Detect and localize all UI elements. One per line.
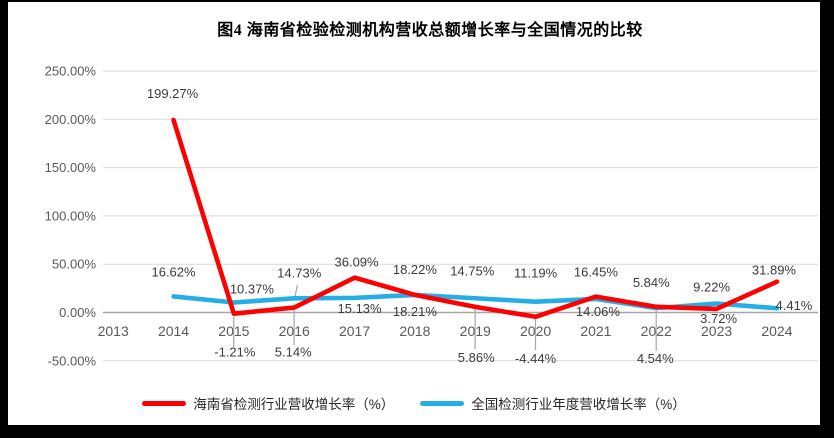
y-tick-label: 100.00% <box>45 208 97 223</box>
legend-item-hainan: 海南省检测行业营收增长率（%） <box>142 393 394 413</box>
legend-label-hainan: 海南省检测行业营收增长率（%） <box>193 397 395 412</box>
x-tick-label: 2018 <box>399 323 430 339</box>
label-leader-line <box>294 284 299 298</box>
data-label: 3.72% <box>700 311 737 326</box>
y-tick-label: 250.00% <box>45 64 97 79</box>
y-tick-label: 200.00% <box>45 112 97 127</box>
x-tick-label: 2024 <box>761 323 792 339</box>
y-tick-label: 150.00% <box>45 160 97 175</box>
data-label: 11.19% <box>514 266 558 281</box>
data-label: 16.45% <box>574 265 619 280</box>
data-label: 31.89% <box>752 263 797 278</box>
x-tick-label: 2017 <box>339 323 370 339</box>
x-tick-label: 2021 <box>580 323 611 339</box>
data-label: 18.21% <box>393 304 438 319</box>
x-tick-label: 2014 <box>158 323 189 339</box>
data-label: 9.22% <box>693 280 730 295</box>
line-chart: 250.00% 200.00% 150.00% 100.00% 50.00% 0.00% -… <box>45 64 818 368</box>
data-label: -4.44% <box>515 351 557 366</box>
chart-title: 图4 海南省检验检测机构营收总额增长率与全国情况的比较 <box>217 22 643 39</box>
x-tick-label: 2023 <box>701 323 732 339</box>
y-tick-label: -50.00% <box>48 353 97 368</box>
data-label: 14.75% <box>450 263 495 278</box>
data-label: 14.73% <box>277 265 322 280</box>
legend-line-swatch-hainan <box>142 400 187 406</box>
data-label: 10.37% <box>230 281 275 296</box>
legend-line-swatch-national <box>420 400 465 406</box>
legend-item-national: 全国检测行业年度营收增长率（%） <box>420 393 686 413</box>
y-tick-label: 50.00% <box>52 257 97 272</box>
legend: 海南省检测行业营收增长率（%） 全国检测行业年度营收增长率（%） <box>8 393 820 413</box>
data-label: 199.27% <box>147 86 199 101</box>
data-label: 5.14% <box>275 345 312 360</box>
data-label: 4.54% <box>637 351 674 366</box>
data-label: 5.86% <box>458 350 495 365</box>
data-label: 36.09% <box>335 255 380 270</box>
data-label: -1.21% <box>214 345 256 360</box>
data-label: 16.62% <box>151 264 196 279</box>
data-label: 4.41% <box>776 298 813 313</box>
data-label: 14.06% <box>576 304 621 319</box>
data-label: 15.13% <box>338 301 383 316</box>
y-tick-label: 0.00% <box>59 305 96 320</box>
series-line-hainan <box>171 117 780 320</box>
data-label: 18.22% <box>393 262 438 277</box>
chart-canvas: 图4 海南省检验检测机构营收总额增长率与全国情况的比较 250.00% 200.0… <box>8 2 820 425</box>
data-label: 5.84% <box>633 275 670 290</box>
legend-label-national: 全国检测行业年度营收增长率（%） <box>471 397 686 412</box>
x-tick-label: 2013 <box>98 323 129 339</box>
